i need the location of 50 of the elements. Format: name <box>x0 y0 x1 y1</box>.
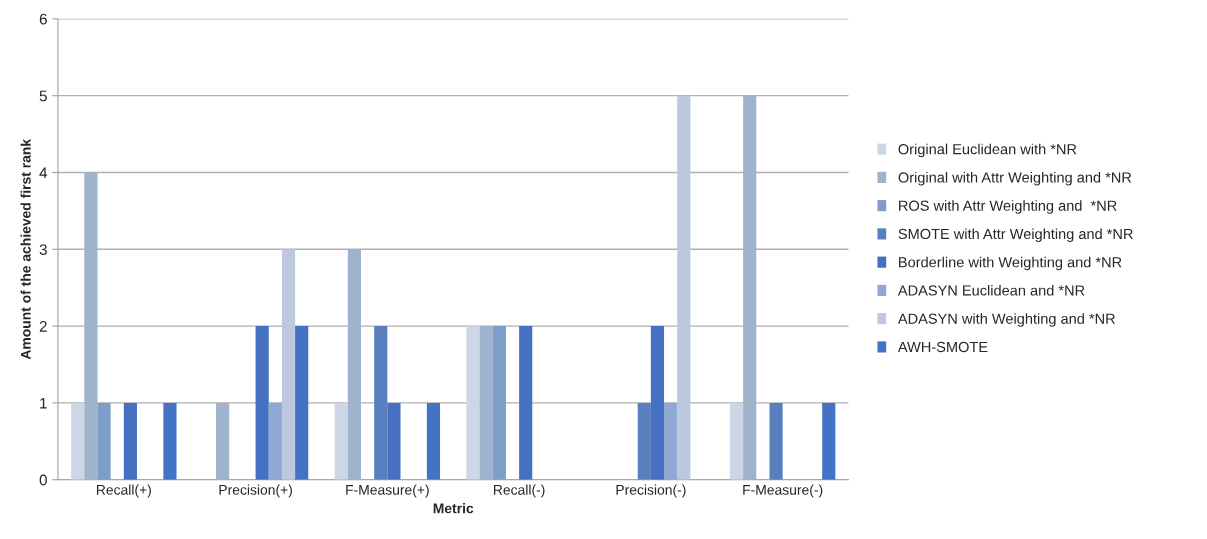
y-tick-label: 0 <box>39 474 47 486</box>
bar <box>492 326 506 480</box>
bar <box>822 402 836 480</box>
x-tick-label: Precision(-) <box>616 484 686 498</box>
bar <box>769 402 783 480</box>
bar <box>677 95 691 480</box>
bar <box>650 326 665 480</box>
bar <box>479 326 493 480</box>
x-tick-label: Recall(+) <box>96 484 151 498</box>
legend-label: ADASYN Euclidean and *NR <box>897 284 1085 296</box>
x-tick-label: F-Measure(+) <box>346 484 429 498</box>
legend-label: SMOTE with Attr Weighting and *NR <box>898 228 1133 242</box>
bar <box>216 402 230 480</box>
bar <box>466 326 480 480</box>
bar <box>97 402 111 480</box>
legend-label: Original Euclidean with *NR <box>898 143 1077 158</box>
y-axis-title: Amount of the achieved first rank <box>20 138 31 360</box>
bar <box>84 172 98 480</box>
bar <box>664 402 678 480</box>
bar <box>71 402 85 480</box>
bar <box>268 402 282 480</box>
bar <box>295 326 309 480</box>
y-tick-label: 4 <box>39 167 48 179</box>
x-tick-label: Recall(-) <box>494 484 545 498</box>
y-tick-label: 5 <box>39 90 47 102</box>
legend-label: Borderline with Weighting and *NR <box>899 256 1122 271</box>
x-tick-label: F-Measure(-) <box>743 484 823 498</box>
y-tick-label: 2 <box>39 320 47 332</box>
bar <box>729 402 744 480</box>
y-tick-label: 3 <box>39 244 47 255</box>
legend-label: Original with Attr Weighting and *NR <box>898 171 1132 186</box>
bar <box>281 249 296 480</box>
y-tick-label: 1 <box>40 397 47 409</box>
bar <box>743 95 757 480</box>
legend-label: AWH-SMOTE <box>897 341 988 353</box>
x-tick-label: Precision(+) <box>219 484 292 498</box>
bar <box>347 249 361 480</box>
bar <box>519 326 533 480</box>
x-axis-title: Metric <box>433 503 474 514</box>
legend-label: ROS with Attr Weighting and *NR <box>899 200 1117 214</box>
bar <box>374 326 388 480</box>
bar <box>426 402 441 480</box>
bar <box>637 402 651 480</box>
bar <box>255 326 269 480</box>
bar <box>163 402 177 480</box>
bar <box>123 402 137 480</box>
bar <box>387 402 401 480</box>
bar <box>334 402 348 480</box>
legend-label: ADASYN with Weighting and *NR <box>897 313 1115 327</box>
y-tick-label: 6 <box>39 13 47 25</box>
